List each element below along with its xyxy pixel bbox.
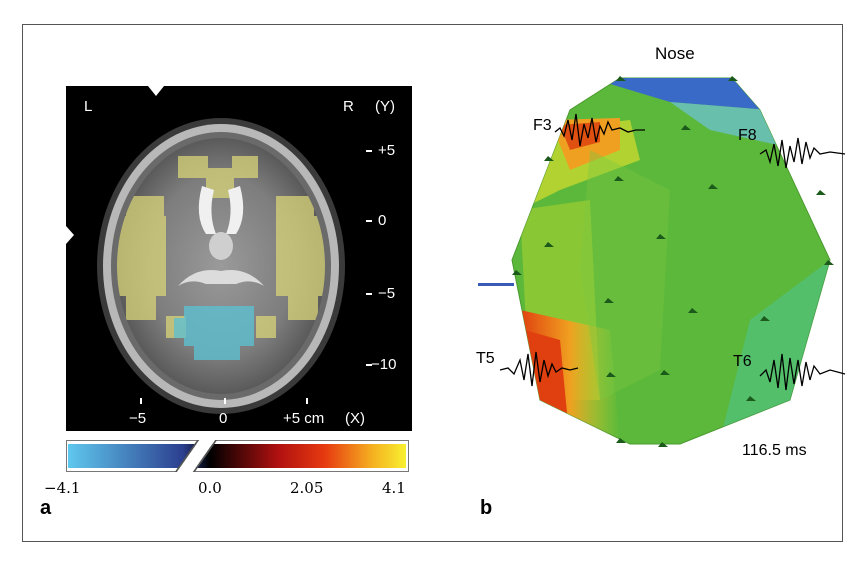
- panel-a-letter: a: [40, 497, 52, 519]
- time-label: 116.5 ms: [742, 442, 807, 459]
- electrode-t6-label: T6: [733, 353, 752, 370]
- x-tick-mark: [306, 398, 308, 404]
- y-tick-mark: [366, 150, 372, 152]
- eeg-topography-map: [478, 76, 846, 447]
- y-tick-mark: [366, 293, 372, 295]
- nose-label: Nose: [655, 44, 695, 63]
- electrode-t5-label: T5: [476, 350, 495, 367]
- y-tick-mark: [366, 220, 372, 222]
- x-axis-label: (X): [345, 410, 365, 427]
- colorbar-max-label: 4.1: [382, 479, 406, 497]
- left-hemisphere-label: L: [84, 98, 93, 115]
- colorbar: [68, 444, 406, 468]
- y-tick-mark: [366, 364, 372, 366]
- panel-b-letter: b: [480, 497, 493, 519]
- electrode-f3-label: F3: [533, 117, 552, 134]
- x-tick-label: −5: [129, 410, 147, 427]
- mri-image: [66, 86, 412, 431]
- x-tick-mark: [224, 398, 226, 404]
- x-tick-mark: [140, 398, 142, 404]
- colorbar-min-label: −4.1: [44, 479, 81, 497]
- figure-frame: [22, 24, 843, 542]
- y-axis-label: (Y): [375, 98, 395, 115]
- y-tick-label: −5: [378, 285, 396, 302]
- colorbar-mid-label: 2.05: [290, 479, 324, 497]
- y-tick-label: −10: [371, 356, 397, 373]
- x-tick-label: 0: [219, 410, 228, 427]
- colorbar-zero-label: 0.0: [198, 479, 222, 497]
- y-tick-label: +5: [378, 142, 396, 159]
- electrode-f8-label: F8: [738, 127, 757, 144]
- x-tick-label: +5 cm: [283, 410, 325, 427]
- right-hemisphere-label: R: [343, 98, 354, 115]
- y-tick-label: 0: [378, 212, 387, 229]
